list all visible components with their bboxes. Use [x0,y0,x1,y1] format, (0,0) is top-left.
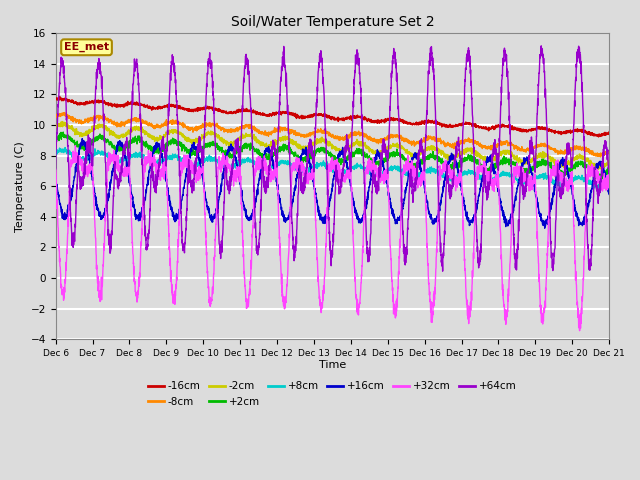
Text: EE_met: EE_met [64,42,109,52]
Legend: -16cm, -8cm, -2cm, +2cm, +8cm, +16cm, +32cm, +64cm: -16cm, -8cm, -2cm, +2cm, +8cm, +16cm, +3… [144,377,521,411]
Y-axis label: Temperature (C): Temperature (C) [15,141,25,231]
X-axis label: Time: Time [319,360,346,370]
Title: Soil/Water Temperature Set 2: Soil/Water Temperature Set 2 [230,15,434,29]
